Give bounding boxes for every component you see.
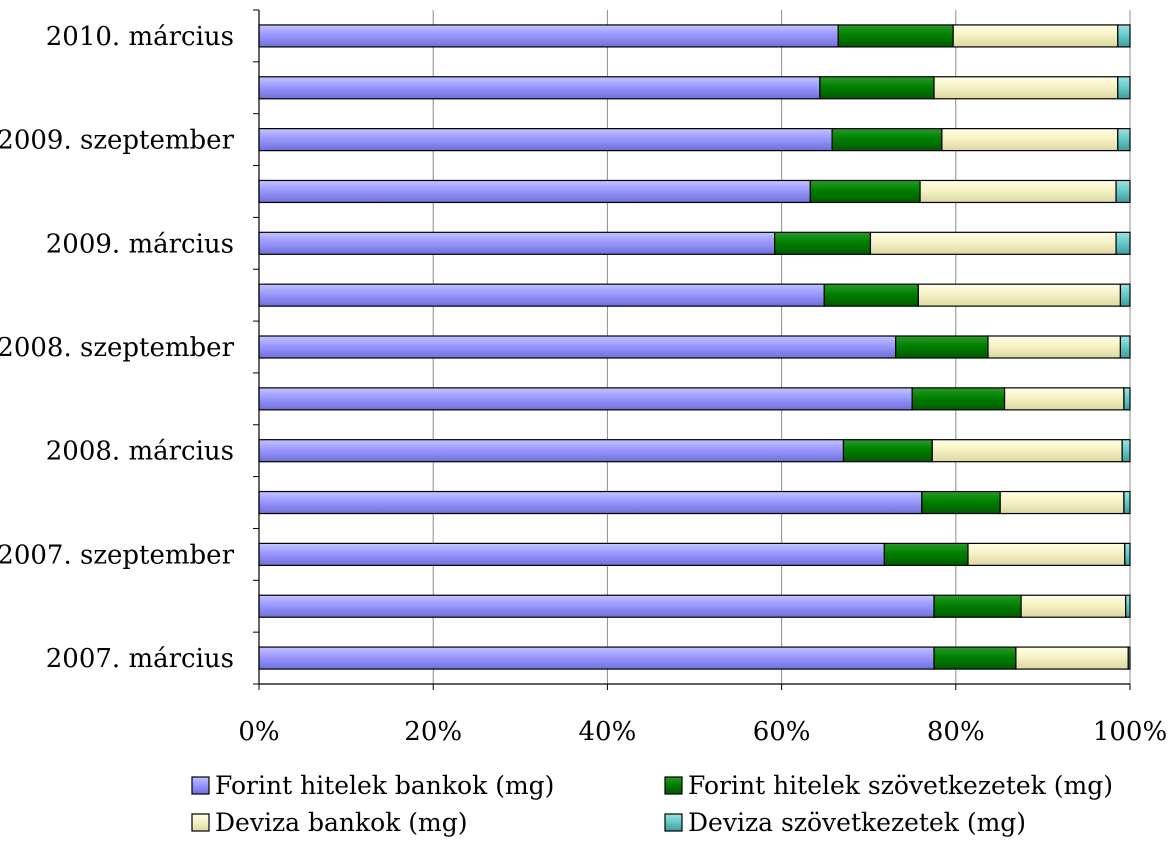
- bar-segment: [842, 439, 933, 463]
- bar-segment: [831, 128, 943, 152]
- bar-segment: [1124, 542, 1131, 566]
- bar-segment: [883, 542, 969, 566]
- bar-segment: [258, 542, 885, 566]
- bar-segment: [258, 387, 913, 411]
- y-category-label: 2007. március: [46, 644, 234, 674]
- bar-segment: [919, 179, 1117, 204]
- bar-segment: [837, 24, 954, 48]
- legend-swatch: [191, 813, 210, 832]
- x-tick-label: 0%: [238, 717, 279, 747]
- bar-segment: [987, 335, 1122, 359]
- legend-swatch: [664, 813, 683, 832]
- bar-segment: [258, 231, 776, 255]
- bar-segment: [1125, 594, 1131, 618]
- bar-segment: [869, 231, 1117, 255]
- bar-segment: [921, 490, 1001, 515]
- bars: [258, 24, 1131, 670]
- legend-item: Forint hitelek szövetkezetek (mg): [664, 771, 1113, 800]
- bar-segment: [1127, 646, 1131, 670]
- bar-segment: [952, 24, 1119, 48]
- bar-segment: [1117, 24, 1131, 48]
- legend-label: Forint hitelek bankok (mg): [215, 771, 554, 800]
- bar-segment: [258, 179, 811, 204]
- bar-segment: [1117, 128, 1131, 152]
- legend-label: Deviza szövetkezetek (mg): [688, 808, 1026, 837]
- x-tick-label: 40%: [579, 717, 637, 747]
- bar-segment: [911, 387, 1006, 411]
- y-category-label: 2008. március: [46, 437, 234, 467]
- bar-segment: [258, 128, 833, 152]
- bar-segment: [1117, 76, 1131, 100]
- x-axis-tick-labels: 0% 20% 40% 60% 80% 100%: [238, 717, 1167, 747]
- y-category-label: 2009. március: [46, 229, 234, 259]
- bar-segment: [967, 542, 1126, 566]
- x-tick-label: 60%: [753, 717, 811, 747]
- bar-segment: [1020, 594, 1127, 618]
- bar-segment: [258, 646, 935, 670]
- legend-item: Forint hitelek bankok (mg): [191, 771, 554, 800]
- bar-segment: [1119, 335, 1131, 359]
- bar-segment: [258, 490, 923, 515]
- bar-segment: [774, 231, 872, 255]
- bar-segment: [1015, 646, 1129, 670]
- y-axis-category-labels: 2007. március 2007. szeptember 2008. márci…: [0, 22, 235, 674]
- legend-label: Forint hitelek szövetkezetek (mg): [688, 771, 1113, 800]
- y-category-label: 2008. szeptember: [0, 333, 235, 363]
- legend-swatch: [664, 776, 683, 795]
- x-tick-label: 80%: [927, 717, 985, 747]
- x-tick-label: 100%: [1093, 717, 1167, 747]
- legend-item: Deviza szövetkezetek (mg): [664, 808, 1026, 837]
- bar-segment: [1121, 439, 1131, 463]
- bar-segment: [933, 76, 1119, 100]
- bar-segment: [1115, 179, 1131, 204]
- legend-item: Deviza bankok (mg): [191, 808, 468, 837]
- bar-segment: [1123, 387, 1131, 411]
- bar-segment: [917, 283, 1122, 307]
- axes: [253, 9, 1131, 690]
- y-category-label: 2010. március: [46, 22, 234, 52]
- bar-segment: [1119, 283, 1131, 307]
- bar-segment: [258, 439, 845, 463]
- bar-segment: [933, 594, 1022, 618]
- bar-segment: [1115, 231, 1131, 255]
- y-category-label: 2009. szeptember: [0, 126, 235, 156]
- bar-segment: [823, 283, 919, 307]
- x-tick-label: 20%: [404, 717, 462, 747]
- legend-label: Deviza bankok (mg): [215, 808, 468, 837]
- bar-segment: [258, 283, 825, 307]
- bar-segment: [258, 76, 821, 100]
- bar-segment: [931, 439, 1123, 463]
- bar-segment: [258, 24, 839, 48]
- bar-segment: [258, 335, 897, 359]
- bar-segment: [819, 76, 935, 100]
- y-category-label: 2007. szeptember: [0, 540, 235, 570]
- bar-segment: [895, 335, 989, 359]
- bar-segment: [941, 128, 1119, 152]
- bar-segment: [999, 490, 1125, 515]
- bar-segment: [1003, 387, 1125, 411]
- bar-segment: [809, 179, 921, 204]
- bar-segment: [258, 594, 935, 618]
- bar-segment: [1123, 490, 1131, 515]
- legend: Forint hitelek bankok (mg) Forint hitelek…: [191, 771, 1113, 837]
- legend-swatch: [191, 776, 210, 795]
- bar-segment: [933, 646, 1017, 670]
